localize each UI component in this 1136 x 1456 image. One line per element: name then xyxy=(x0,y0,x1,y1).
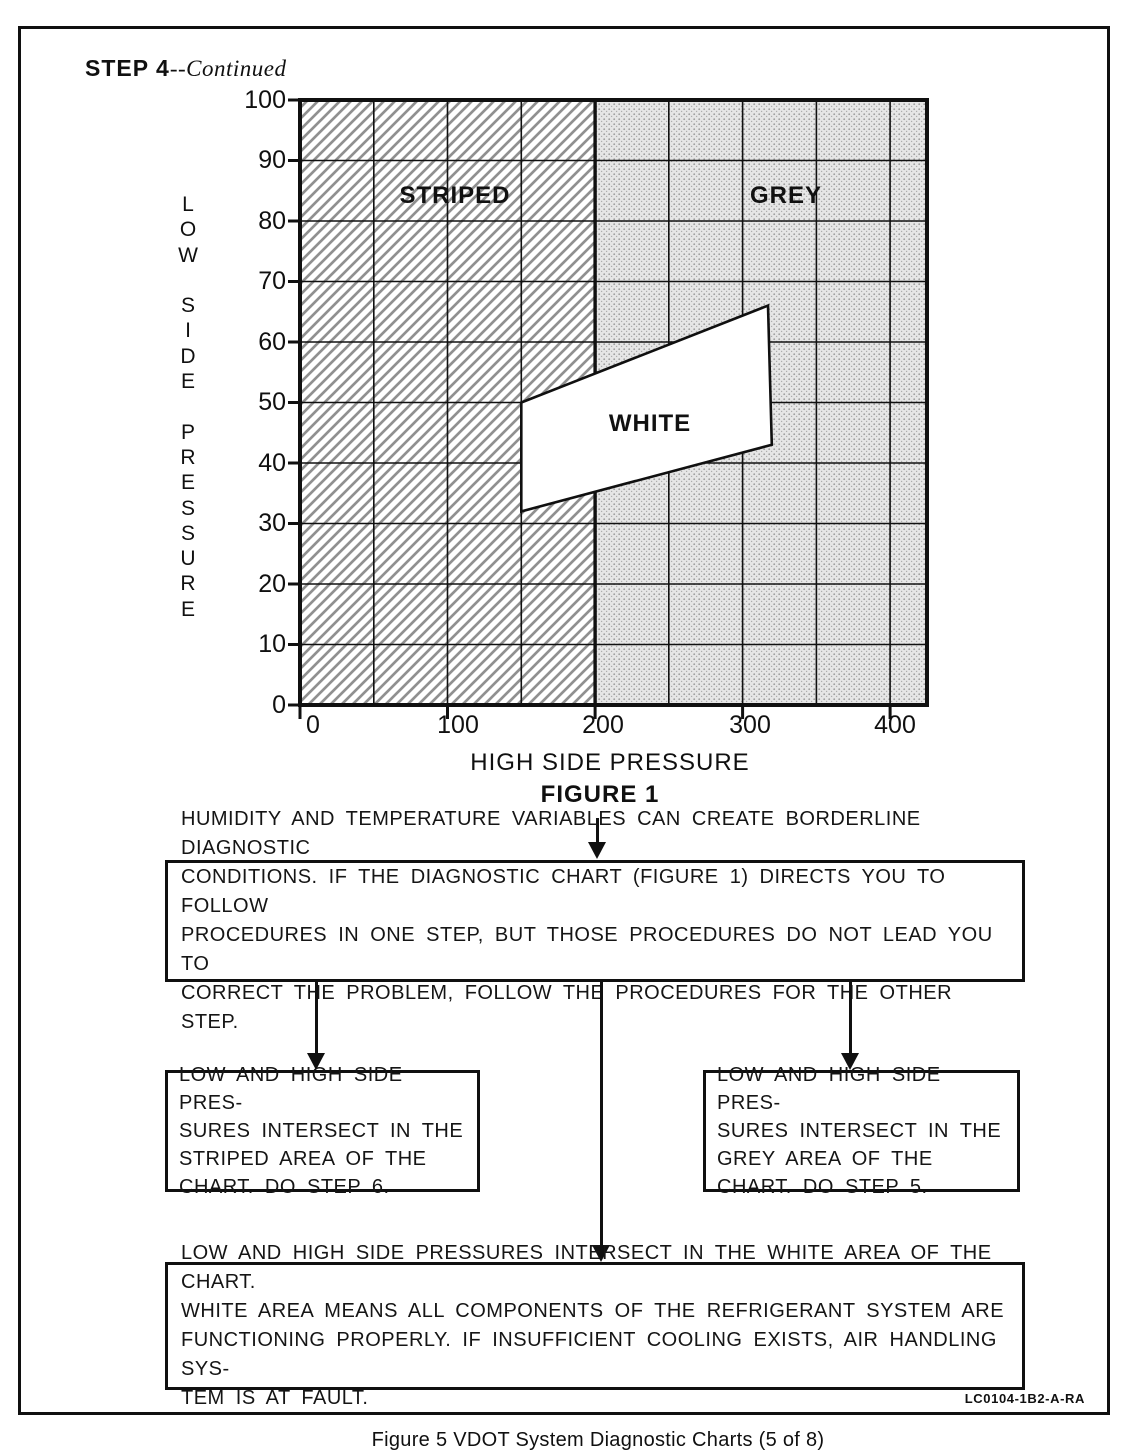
step-heading-continued: --Continued xyxy=(169,56,287,81)
striped-result-text: LOW AND HIGH SIDE PRES- SURES INTERSECT … xyxy=(179,1064,464,1198)
grey-result-box: LOW AND HIGH SIDE PRES- SURES INTERSECT … xyxy=(703,1064,1020,1198)
y-tick-label: 10 xyxy=(258,630,286,658)
connector-line xyxy=(315,982,318,1055)
grey-region-label: GREY xyxy=(750,182,822,209)
y-tick-label: 100 xyxy=(244,86,286,114)
white-region-label: WHITE xyxy=(609,410,691,437)
striped-region-label: STRIPED xyxy=(399,182,510,209)
drawing-code: LC0104-1B2-A-RA xyxy=(964,1391,1085,1406)
striped-result-box: LOW AND HIGH SIDE PRES- SURES INTERSECT … xyxy=(165,1064,480,1198)
white-result-box: LOW AND HIGH SIDE PRESSURES INTERSECT IN… xyxy=(165,1242,1025,1409)
white-region xyxy=(520,303,774,514)
x-tick-label: 300 xyxy=(729,711,771,739)
intro-box-text: HUMIDITY AND TEMPERATURE VARIABLES CAN C… xyxy=(181,808,993,1033)
white-result-text: LOW AND HIGH SIDE PRESSURES INTERSECT IN… xyxy=(181,1242,1005,1409)
figure-title: FIGURE 1 xyxy=(540,781,660,808)
arrow-down-icon xyxy=(841,1053,859,1070)
y-tick-label: 70 xyxy=(258,267,286,295)
y-tick-label: 50 xyxy=(258,388,286,416)
y-tick-label: 30 xyxy=(258,509,286,537)
y-tick-label: 90 xyxy=(258,146,286,174)
x-tick-label: 0 xyxy=(306,711,320,739)
x-axis-label: HIGH SIDE PRESSURE xyxy=(470,749,750,776)
y-tick-label: 60 xyxy=(258,328,286,356)
pressure-diagnostic-chart: STRIPED GREY WHITE xyxy=(288,98,929,719)
y-tick-label: 20 xyxy=(258,570,286,598)
arrow-down-icon xyxy=(307,1053,325,1070)
axis-ticks xyxy=(288,98,892,719)
x-tick-label: 200 xyxy=(582,711,624,739)
step-heading: STEP 4--Continued xyxy=(85,55,287,82)
connector-line xyxy=(596,818,599,845)
page-caption: Figure 5 VDOT System Diagnostic Charts (… xyxy=(371,1429,825,1451)
y-tick-label: 80 xyxy=(258,207,286,235)
step-heading-step: STEP 4 xyxy=(85,55,170,81)
y-tick-label: 0 xyxy=(272,691,286,719)
page-border xyxy=(18,26,1110,1415)
grey-result-text: LOW AND HIGH SIDE PRES- SURES INTERSECT … xyxy=(717,1064,1002,1198)
connector-line xyxy=(600,982,603,1247)
y-tick-label: 40 xyxy=(258,449,286,477)
arrow-down-icon xyxy=(588,842,606,859)
intro-box: HUMIDITY AND TEMPERATURE VARIABLES CAN C… xyxy=(165,808,1025,1033)
connector-line xyxy=(849,982,852,1055)
y-axis-label: L O W S I D E P R E S S U R E xyxy=(178,193,198,621)
x-tick-label: 400 xyxy=(874,711,916,739)
x-tick-label: 100 xyxy=(437,711,479,739)
arrow-down-icon xyxy=(592,1245,610,1262)
